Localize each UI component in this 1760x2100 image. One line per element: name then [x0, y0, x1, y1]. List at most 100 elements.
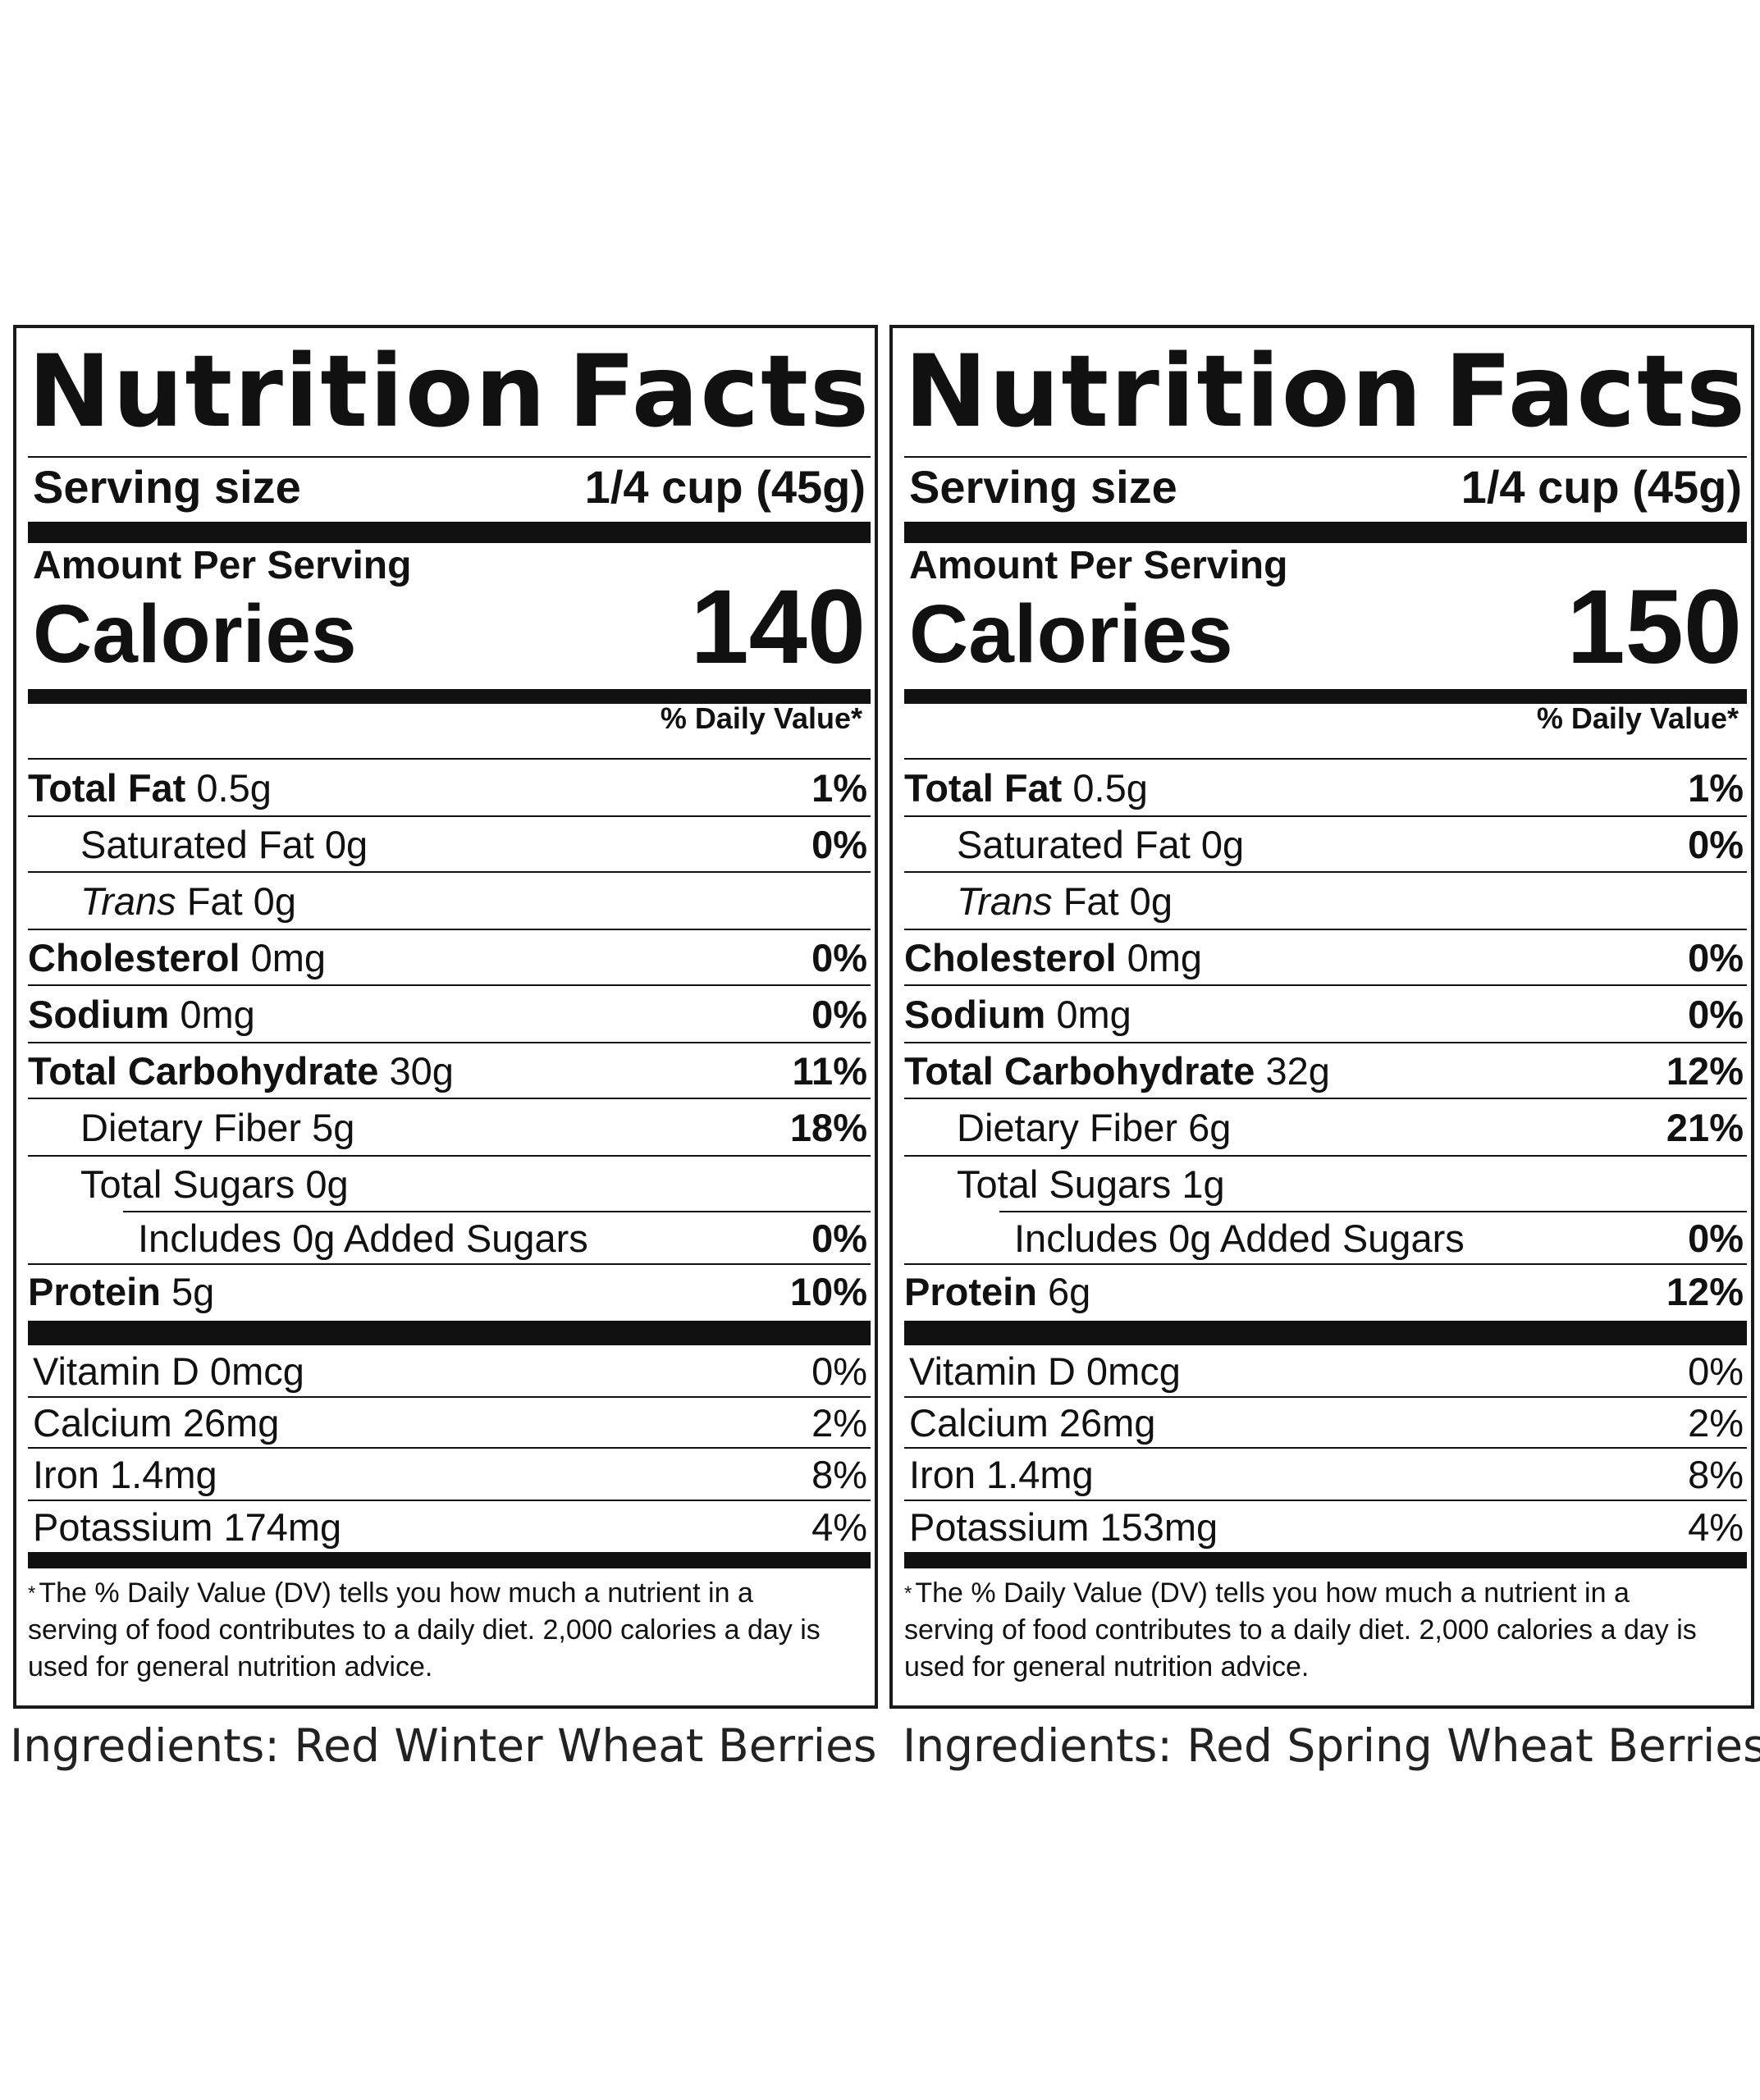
nutrient-dv: 11% [792, 1048, 867, 1093]
vitamin-dv: 2% [811, 1400, 867, 1445]
vitamin-label: Vitamin D 0mcg [33, 1349, 304, 1393]
thick-divider [904, 689, 1747, 704]
serving-size-label: Serving size [909, 460, 1177, 513]
vitamin-label: Potassium 174mg [33, 1504, 342, 1549]
nutrient-row-trans-fat: Trans Fat 0g [904, 873, 1744, 929]
divider [904, 1098, 1747, 1099]
divider [904, 1396, 1747, 1398]
divider [28, 1042, 871, 1043]
divider [904, 1263, 1747, 1265]
divider [28, 1500, 871, 1501]
nutrient-name: Cholesterol [28, 935, 240, 979]
vitamin-row-iron: Iron 1.4mg 8% [909, 1449, 1744, 1500]
nutrient-name: Total Carbohydrate [904, 1048, 1255, 1093]
nutrient-dv: 0% [1688, 992, 1744, 1036]
vitamin-label: Calcium 26mg [909, 1400, 1156, 1445]
nutrient-dv: 0% [1688, 935, 1744, 979]
nutrient-amount: 32g [1265, 1048, 1330, 1093]
nutrition-facts-panel-winter: Nutrition Facts Serving size 1/4 cup (45… [13, 325, 878, 1709]
nutrient-row-saturated-fat: Saturated Fat 0g 0% [904, 817, 1744, 871]
vitamin-dv: 4% [1688, 1504, 1744, 1549]
daily-value-header: % Daily Value* [660, 701, 862, 735]
nutrient-amount: 0mg [1127, 935, 1203, 979]
nutrient-name: Total Sugars [80, 1162, 295, 1206]
calories-value: 150 [1566, 568, 1742, 686]
nutrient-name: Trans [80, 879, 176, 923]
vitamin-label: Potassium 153mg [909, 1504, 1218, 1549]
title-word-facts: Facts [1444, 334, 1747, 450]
divider [123, 1211, 871, 1212]
nutrient-name: Sodium [28, 992, 170, 1036]
thick-divider [904, 522, 1747, 543]
nutrient-name: Saturated Fat [80, 822, 314, 866]
serving-size-value: 1/4 cup (45g) [584, 460, 866, 513]
nutrient-name: Total Sugars [957, 1162, 1172, 1206]
nutrient-amount: Fat 0g [1063, 879, 1173, 923]
nutrient-row-added-sugars: Includes 0g Added Sugars 0% [28, 1212, 867, 1263]
divider [28, 456, 871, 458]
nutrient-name: Protein [28, 1269, 161, 1313]
nutrient-amount: 0.5g [196, 765, 272, 810]
divider [904, 815, 1747, 817]
divider [28, 815, 871, 817]
nutrient-dv: 12% [1666, 1269, 1744, 1313]
nutrient-amount: 6g [1188, 1105, 1232, 1149]
nutrient-name: Saturated Fat [957, 822, 1191, 866]
divider [28, 1396, 871, 1398]
divider [28, 1263, 871, 1265]
nutrient-row-total-sugars: Total Sugars 0g [28, 1157, 867, 1211]
nutrient-dv: 1% [1688, 765, 1744, 810]
nutrient-name: Includes 0g Added Sugars [1014, 1216, 1465, 1260]
nutrient-name: Sodium [904, 992, 1046, 1036]
nutrient-row-dietary-fiber: Dietary Fiber 6g 21% [904, 1099, 1744, 1155]
nutrient-row-total-carbohydrate: Total Carbohydrate 30g 11% [28, 1043, 867, 1098]
vitamin-row-calcium: Calcium 26mg 2% [909, 1398, 1744, 1447]
thick-divider [28, 689, 871, 704]
nutrient-name: Cholesterol [904, 935, 1117, 979]
nutrient-amount: Fat 0g [186, 879, 296, 923]
nutrient-name: Protein [904, 1269, 1037, 1313]
serving-size-row: Serving size 1/4 cup (45g) [909, 458, 1742, 515]
divider [904, 984, 1747, 986]
nutrient-amount: 0g [324, 822, 368, 866]
nutrient-amount: 1g [1182, 1162, 1225, 1206]
ingredients-spring: Ingredients: Red Spring Wheat Berries [903, 1719, 1760, 1772]
nutrient-dv: 18% [789, 1105, 867, 1149]
footnote-text: The % Daily Value (DV) tells you how muc… [28, 1577, 821, 1682]
nutrition-facts-panel-spring: Nutrition Facts Serving size 1/4 cup (45… [889, 325, 1754, 1709]
vitamin-label: Calcium 26mg [33, 1400, 280, 1445]
nutrient-row-protein: Protein 5g 10% [28, 1265, 867, 1317]
amount-per-serving: Amount Per Serving [33, 544, 412, 587]
thick-divider [28, 1552, 871, 1568]
vitamin-row-vitamin-d: Vitamin D 0mcg 0% [909, 1345, 1744, 1396]
divider [999, 1211, 1747, 1212]
divider [28, 758, 871, 760]
vitamin-label: Iron 1.4mg [909, 1452, 1094, 1496]
footnote-asterisk: * [904, 1582, 912, 1605]
footnote: * The % Daily Value (DV) tells you how mu… [28, 1575, 830, 1686]
nutrient-row-saturated-fat: Saturated Fat 0g 0% [28, 817, 867, 871]
vitamin-row-potassium: Potassium 174mg 4% [33, 1501, 867, 1552]
daily-value-header: % Daily Value* [1536, 701, 1739, 735]
nutrient-name: Includes 0g Added Sugars [138, 1216, 588, 1260]
divider [904, 871, 1747, 873]
vitamin-row-potassium: Potassium 153mg 4% [909, 1501, 1744, 1552]
nutrient-dv: 0% [811, 1216, 867, 1260]
nutrient-dv: 0% [811, 935, 867, 979]
nutrient-row-sodium: Sodium 0mg 0% [28, 986, 867, 1042]
divider [28, 929, 871, 930]
nutrient-name: Total Carbohydrate [28, 1048, 379, 1093]
divider [28, 1447, 871, 1449]
serving-size-row: Serving size 1/4 cup (45g) [33, 458, 866, 515]
thick-divider [28, 1321, 871, 1345]
nutrient-dv: 0% [811, 822, 867, 866]
nutrient-row-total-sugars: Total Sugars 1g [904, 1157, 1744, 1211]
nutrient-amount: 5g [312, 1105, 355, 1149]
divider [904, 1155, 1747, 1157]
divider [28, 871, 871, 873]
nutrient-row-sodium: Sodium 0mg 0% [904, 986, 1744, 1042]
nutrient-amount: 0g [305, 1162, 349, 1206]
nutrient-name: Dietary Fiber [80, 1105, 302, 1149]
nutrient-amount: 0mg [1056, 992, 1131, 1036]
vitamin-dv: 0% [1688, 1349, 1744, 1393]
